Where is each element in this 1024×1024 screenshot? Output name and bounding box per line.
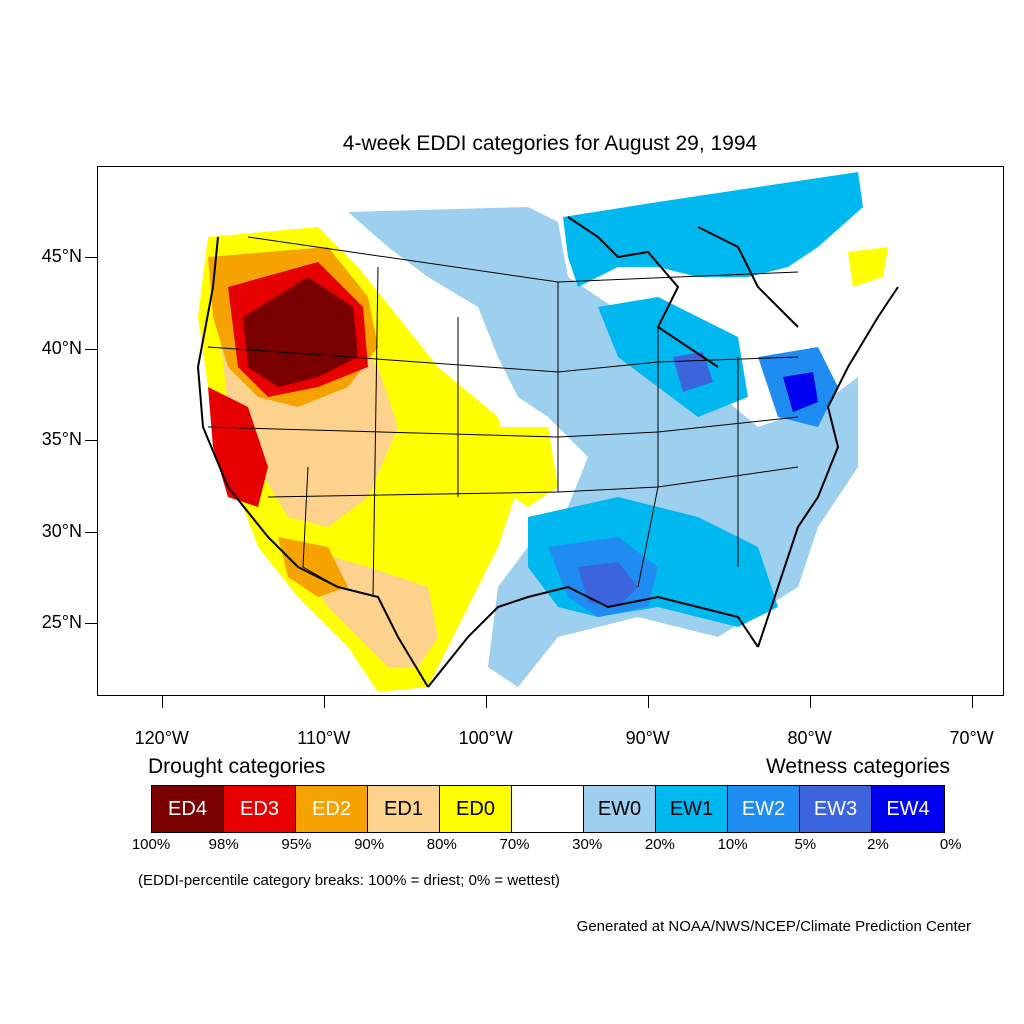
legend-swatch-normal [512, 786, 584, 832]
category-breaks-note: (EDDI-percentile category breaks: 100% =… [138, 872, 560, 889]
legend-break-label: 20% [644, 836, 675, 853]
ew3-region-louisiana [578, 562, 638, 607]
lat-tick-label: 30°N [41, 520, 82, 541]
lon-tick [971, 696, 973, 708]
lon-tick [161, 696, 163, 708]
map-title: 4-week EDDI categories for August 29, 19… [342, 132, 758, 155]
ed2-region-southwest [278, 537, 348, 597]
legend-swatch-ed4: ED4 [152, 786, 224, 832]
legend-break-label: 100% [131, 836, 171, 853]
legend-break-label: 2% [867, 836, 889, 853]
legend-break-label: 10% [717, 836, 748, 853]
credit-line: Generated at NOAA/NWS/NCEP/Climate Predi… [576, 918, 971, 935]
wetness-legend-title: Wetness categories [765, 755, 950, 778]
legend-swatch-ew4: EW4 [872, 786, 944, 832]
lon-tick [809, 696, 811, 708]
ew1-region-northeast [563, 172, 863, 287]
lon-tick-label: 110°W [297, 728, 351, 748]
legend-swatch-ew3: EW3 [800, 786, 872, 832]
legend-swatch-ed2: ED2 [296, 786, 368, 832]
lat-tick-label: 35°N [41, 429, 82, 450]
lat-tick [85, 348, 97, 350]
lon-tick-label: 80°W [787, 728, 832, 748]
legend-break-label: 5% [794, 836, 817, 853]
legend-swatch-ed1: ED1 [368, 786, 440, 832]
legend-break-label: 0% [939, 836, 962, 853]
category-fills [198, 172, 888, 692]
ed0-region-maine [848, 247, 888, 287]
ew4-region-midatlantic [783, 372, 818, 412]
lat-tick-label: 40°N [41, 337, 82, 358]
state-borders [207, 236, 799, 598]
lat-tick [85, 622, 97, 624]
legend-break-label: 30% [572, 836, 603, 853]
legend-break-label: 80% [426, 836, 457, 853]
lat-tick [85, 531, 97, 533]
lat-tick [85, 440, 97, 442]
lat-tick-label: 25°N [41, 611, 82, 632]
ed4-region-core [243, 277, 358, 387]
map-panel [97, 166, 1004, 696]
lon-tick [323, 696, 325, 708]
legend-swatch-ed3: ED3 [224, 786, 296, 832]
map-canvas [196, 172, 899, 692]
ed0-region-texas [468, 427, 558, 507]
lon-tick [647, 696, 649, 708]
ew3-region-michigan [673, 352, 713, 392]
lon-tick [485, 696, 487, 708]
legend-break-label: 95% [281, 836, 312, 853]
coastlines [196, 216, 899, 688]
lon-tick-label: 120°W [134, 728, 189, 748]
lat-tick-label: 45°N [41, 246, 82, 267]
legend-swatch-ew2: EW2 [728, 786, 800, 832]
lat-tick [85, 257, 97, 259]
legend-break-label: 90% [354, 836, 385, 853]
category-legend-bar: ED4 ED3 ED2 ED1 ED0 EW0 EW1 EW2 EW3 EW4 [151, 785, 945, 833]
legend-swatch-ew0: EW0 [584, 786, 656, 832]
legend-swatch-ew1: EW1 [656, 786, 728, 832]
lon-tick-label: 70°W [949, 728, 994, 748]
drought-legend-title: Drought categories [148, 755, 326, 778]
lon-tick-label: 90°W [625, 728, 670, 748]
lon-tick-label: 100°W [458, 728, 513, 748]
legend-break-label: 70% [499, 836, 530, 853]
legend-break-label: 98% [208, 836, 239, 853]
legend-swatch-ed0: ED0 [440, 786, 512, 832]
